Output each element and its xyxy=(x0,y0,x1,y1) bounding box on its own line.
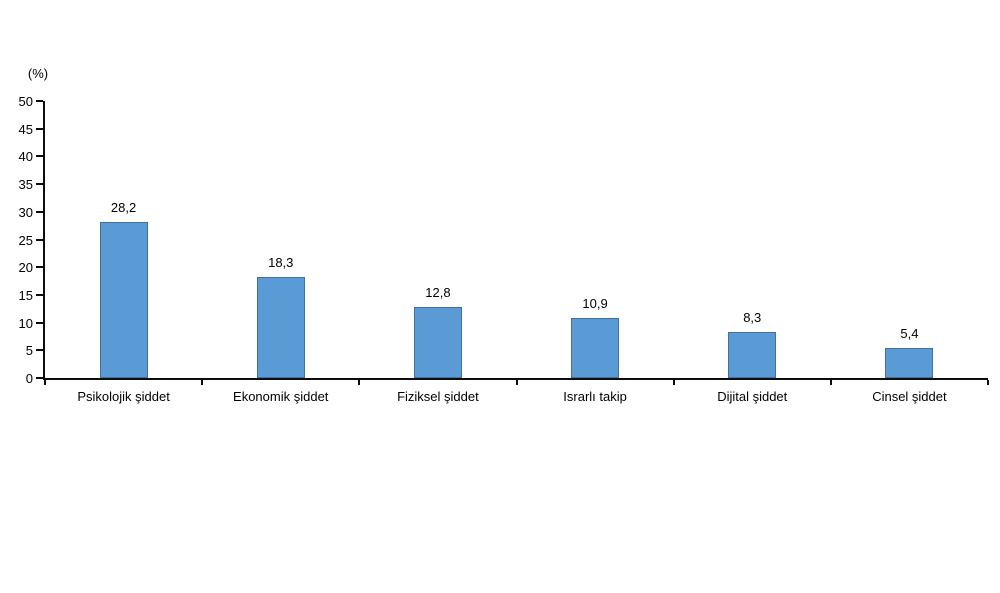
y-axis-tick xyxy=(36,293,43,296)
y-axis-tick-label: 35 xyxy=(18,177,33,193)
x-axis-tick xyxy=(987,380,989,385)
x-axis-category-label: Dijital şiddet xyxy=(717,389,788,404)
x-axis-category-label: Psikolojik şiddet xyxy=(77,389,170,404)
y-axis-tick-label: 20 xyxy=(18,260,33,276)
y-axis-tick xyxy=(36,210,43,213)
y-axis-tick xyxy=(36,183,43,186)
x-axis-line xyxy=(45,378,988,380)
y-axis-tick xyxy=(36,349,43,352)
y-axis-tick-label: 5 xyxy=(25,343,33,359)
y-axis-tick xyxy=(36,238,43,241)
x-axis-tick xyxy=(515,380,518,385)
y-axis-tick xyxy=(36,155,43,158)
bar xyxy=(885,348,934,378)
y-axis-line xyxy=(43,101,45,380)
x-axis-tick xyxy=(201,380,204,385)
x-axis-category-label: Cinsel şiddet xyxy=(872,389,947,404)
y-axis-tick xyxy=(36,266,43,269)
x-axis-tick xyxy=(672,380,675,385)
y-axis-tick-label: 15 xyxy=(18,287,33,303)
x-axis-category-label: Fiziksel şiddet xyxy=(397,389,479,404)
bar-value-label: 8,3 xyxy=(743,310,762,326)
y-axis-tick xyxy=(36,100,43,102)
y-axis-tick-label: 50 xyxy=(18,94,33,109)
bar xyxy=(413,307,462,378)
y-axis-tick-label: 0 xyxy=(25,371,33,386)
x-axis-category-label: Israrlı takip xyxy=(563,389,627,404)
bar-value-label: 18,3 xyxy=(268,254,294,270)
y-axis-tick-label: 10 xyxy=(18,315,33,331)
bar xyxy=(728,332,777,378)
bar-value-label: 10,9 xyxy=(582,295,608,311)
bar-value-label: 28,2 xyxy=(110,199,137,215)
y-axis-tick xyxy=(36,127,43,130)
bar-value-label: 5,4 xyxy=(900,326,919,342)
x-axis-tick xyxy=(829,380,832,385)
y-axis-tick-label: 25 xyxy=(18,232,33,248)
y-axis-tick xyxy=(36,377,43,379)
x-axis-tick xyxy=(44,380,46,385)
bar xyxy=(571,317,620,378)
y-axis-tick xyxy=(36,321,43,324)
y-axis-unit-label: (%) xyxy=(27,66,49,81)
x-axis-tick xyxy=(358,380,361,385)
y-axis-tick-label: 30 xyxy=(18,204,33,220)
bar xyxy=(256,276,305,378)
bar xyxy=(99,221,148,378)
x-axis-category-label: Ekonomik şiddet xyxy=(233,389,329,404)
y-axis-tick-label: 45 xyxy=(18,121,33,137)
bar-value-label: 12,8 xyxy=(425,285,451,301)
y-axis-tick-label: 40 xyxy=(18,149,33,165)
